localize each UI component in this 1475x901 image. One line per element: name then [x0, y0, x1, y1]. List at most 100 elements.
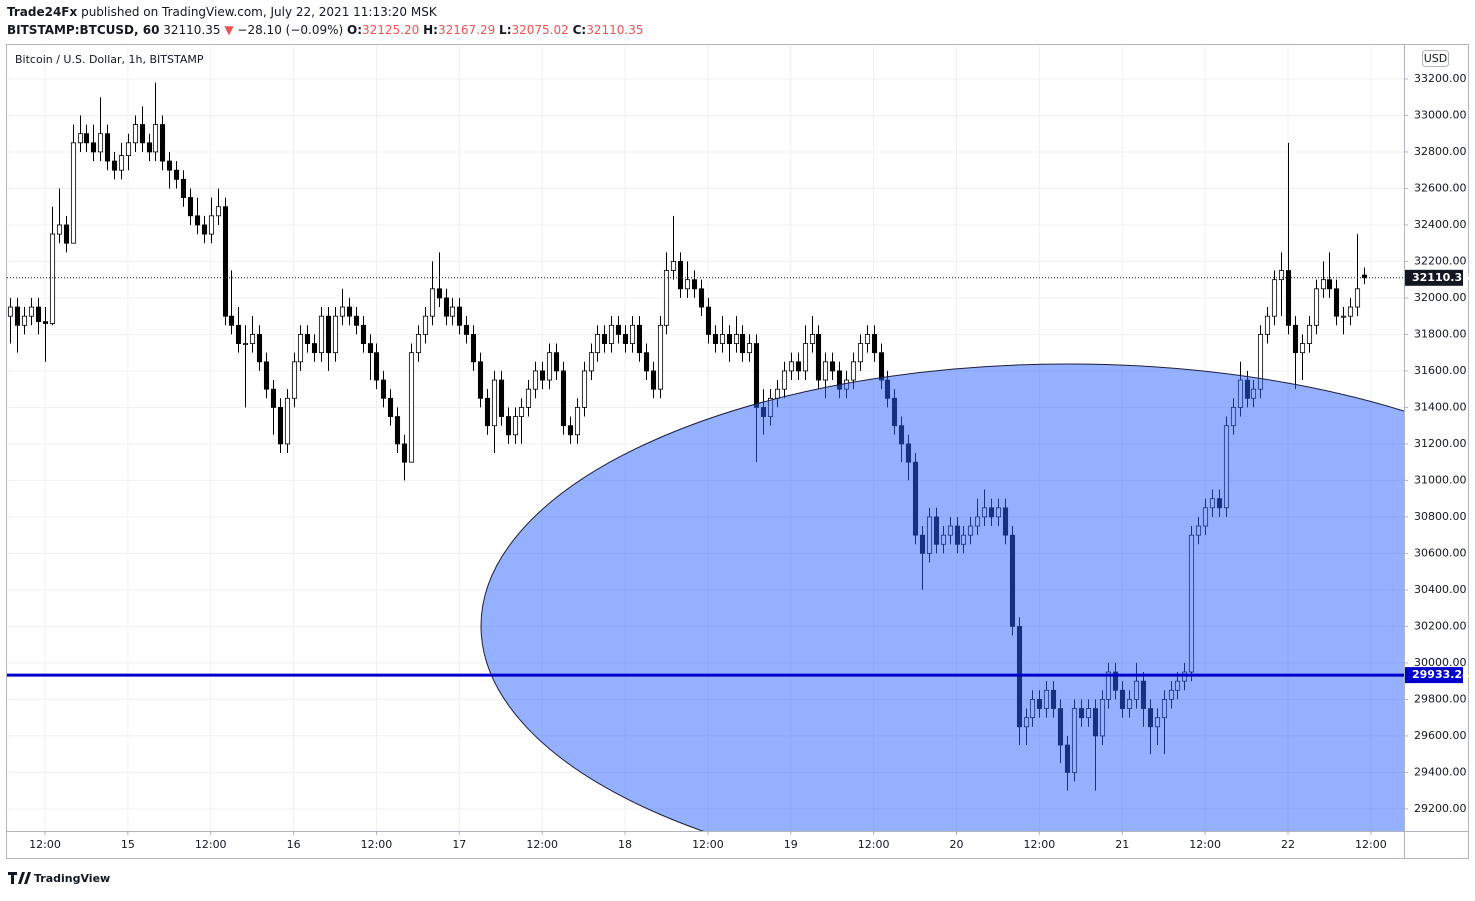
candle-body	[1361, 274, 1368, 279]
candle-body	[470, 334, 477, 363]
y-tick-label: 32600.00	[1414, 181, 1467, 194]
candle-body	[802, 343, 809, 372]
candle-body	[118, 155, 125, 171]
y-tick-label: 32000.00	[1414, 291, 1467, 304]
candle-body	[415, 334, 422, 354]
y-tick-label: 31400.00	[1414, 400, 1467, 413]
candle-body	[781, 370, 788, 390]
candle-body	[367, 343, 374, 354]
candle-body	[125, 142, 132, 156]
candle-body	[187, 197, 194, 217]
candle-body	[339, 306, 346, 317]
chart-title: Bitcoin / U.S. Dollar, 1h, BITSTAMP	[15, 53, 204, 66]
candle-body	[774, 388, 781, 399]
h-key: H:	[423, 23, 438, 37]
candle-body	[512, 416, 519, 436]
candle-body	[242, 343, 249, 345]
candle-body	[1333, 288, 1340, 317]
candle-body	[539, 370, 546, 381]
candle-body	[581, 370, 588, 408]
candle-body	[139, 124, 146, 144]
l: 32075.02	[512, 23, 569, 37]
candle-body	[622, 334, 629, 344]
candle-body	[146, 142, 153, 153]
y-tick-label: 29200.00	[1414, 802, 1467, 815]
candle-body	[498, 379, 505, 417]
x-tick-label: 21	[1115, 838, 1129, 851]
candle-body	[850, 361, 857, 381]
candle-body	[484, 397, 491, 427]
candle-body	[387, 397, 394, 417]
y-tick-label: 32800.00	[1414, 145, 1467, 158]
candle-body	[615, 324, 622, 335]
candle-body	[463, 324, 470, 335]
candle-body	[608, 324, 615, 344]
candle-body	[332, 315, 339, 354]
currency-box	[1422, 50, 1449, 67]
candle-body	[21, 315, 28, 326]
candle-body	[726, 334, 733, 344]
candle-body	[215, 206, 222, 217]
y-tick-label: 30600.00	[1414, 546, 1467, 559]
last-price-label: 32110.35	[1412, 271, 1470, 284]
candle-body	[408, 352, 415, 463]
candle-body	[152, 124, 159, 153]
candle-body	[518, 407, 525, 417]
candle-body	[1313, 288, 1320, 326]
overlay: 32110.35 29933.24	[7, 269, 1470, 684]
y-tick-label: 33000.00	[1414, 108, 1467, 121]
y-tick-label: 30800.00	[1414, 510, 1467, 523]
candle-body	[42, 321, 49, 324]
candle-body	[1347, 306, 1354, 317]
candle-body	[284, 397, 291, 445]
candle-body	[1320, 279, 1327, 290]
candle-body	[829, 361, 836, 372]
y-tick-label: 31200.00	[1414, 437, 1467, 450]
candle-body	[360, 324, 367, 344]
candle-body	[477, 361, 484, 399]
candle-body	[70, 142, 77, 244]
candle-body	[822, 361, 829, 381]
candle-body	[1306, 324, 1313, 344]
hline-tag	[1405, 667, 1463, 684]
candle-body	[318, 315, 325, 354]
candle-body	[491, 379, 498, 427]
candle-body	[1354, 288, 1361, 308]
y-tick-label: 32400.00	[1414, 218, 1467, 231]
candle-body	[194, 215, 201, 226]
candle-body	[505, 416, 512, 436]
x-tick-label: 12:00	[195, 838, 227, 851]
candle-body	[719, 334, 726, 344]
candle-body	[235, 324, 242, 344]
hline-label: 29933.24	[1412, 668, 1470, 681]
candle-body	[97, 133, 104, 153]
candle-body	[574, 407, 581, 436]
candle-body	[733, 334, 740, 344]
x-tick-label: 15	[121, 838, 135, 851]
logo-icon	[8, 872, 31, 884]
candle-body	[56, 224, 63, 235]
y-tick-label: 30000.00	[1414, 656, 1467, 669]
y-tick-label: 31800.00	[1414, 327, 1467, 340]
candle-body	[201, 224, 208, 235]
candle-body	[601, 334, 608, 344]
candle-body	[553, 352, 560, 372]
change: −28.10 (−0.09%)	[237, 23, 343, 37]
candle-body	[83, 133, 90, 144]
last: 32110.35	[163, 23, 220, 37]
candle-body	[670, 261, 677, 271]
candle-body	[857, 343, 864, 363]
candle-body	[629, 324, 636, 344]
candle-body	[560, 370, 567, 427]
candle-body	[746, 343, 753, 354]
candle-body	[1271, 279, 1278, 317]
candle-body	[346, 306, 353, 317]
x-tick-label: 17	[452, 838, 466, 851]
candle-body	[1299, 343, 1306, 354]
candle-body	[698, 288, 705, 308]
x-tick-label: 12:00	[1355, 838, 1387, 851]
x-tick-label: 18	[618, 838, 632, 851]
candle-body	[567, 425, 574, 436]
candle-body	[1278, 270, 1285, 281]
